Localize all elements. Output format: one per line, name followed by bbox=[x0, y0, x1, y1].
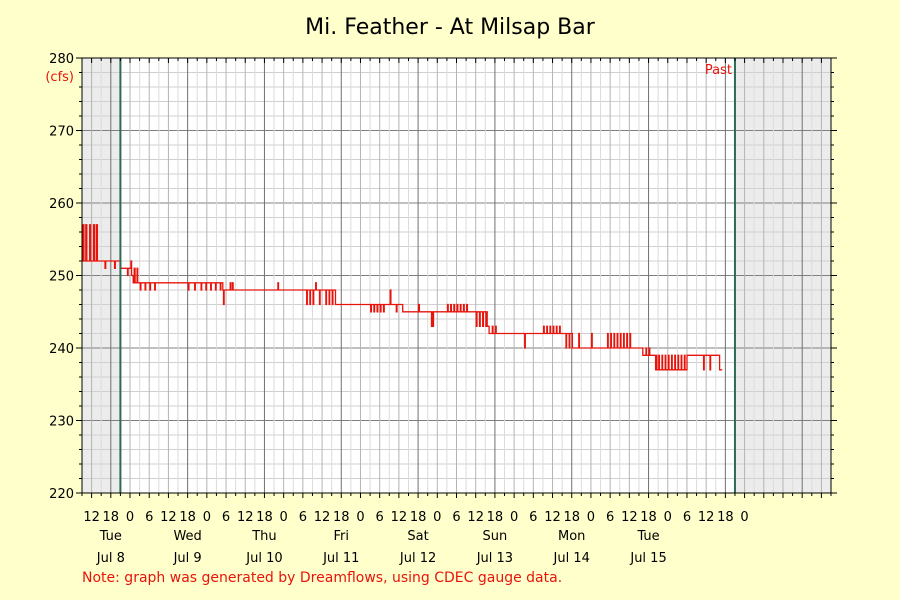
y-tick-label: 270 bbox=[49, 125, 74, 140]
x-tick-label: 6 bbox=[683, 510, 691, 525]
day-date-label: Jul 13 bbox=[476, 551, 513, 566]
x-tick-label: 12 bbox=[237, 510, 254, 525]
x-tick-label: 18 bbox=[640, 510, 657, 525]
x-tick-label: 18 bbox=[410, 510, 427, 525]
day-date-label: Jul 10 bbox=[245, 551, 282, 566]
x-tick-label: 18 bbox=[487, 510, 504, 525]
x-tick-label: 12 bbox=[698, 510, 715, 525]
day-weekday-label: Tue bbox=[99, 529, 122, 544]
x-tick-label: 6 bbox=[299, 510, 307, 525]
x-tick-label: 6 bbox=[606, 510, 614, 525]
y-unit-label: (cfs) bbox=[45, 70, 74, 85]
day-date-label: Jul 14 bbox=[553, 551, 590, 566]
day-weekday-label: Thu bbox=[251, 529, 276, 544]
x-tick-label: 18 bbox=[563, 510, 580, 525]
x-tick-label: 0 bbox=[280, 510, 288, 525]
day-date-label: Jul 8 bbox=[96, 551, 125, 566]
x-tick-label: 6 bbox=[222, 510, 230, 525]
y-tick-label: 240 bbox=[49, 342, 74, 357]
chart-title: Mi. Feather - At Milsap Bar bbox=[305, 15, 596, 40]
day-date-label: Jul 15 bbox=[629, 551, 666, 566]
x-tick-label: 12 bbox=[467, 510, 484, 525]
y-tick-label: 250 bbox=[49, 270, 74, 285]
x-tick-label: 6 bbox=[529, 510, 537, 525]
x-tick-label: 12 bbox=[621, 510, 638, 525]
day-weekday-label: Mon bbox=[558, 529, 585, 544]
flow-series-line bbox=[82, 224, 723, 371]
day-weekday-label: Sun bbox=[483, 529, 508, 544]
x-tick-label: 0 bbox=[433, 510, 441, 525]
x-tick-label: 0 bbox=[587, 510, 595, 525]
day-date-label: Jul 11 bbox=[322, 551, 359, 566]
y-tick-label: 260 bbox=[49, 197, 74, 212]
x-tick-label: 0 bbox=[203, 510, 211, 525]
x-tick-label: 6 bbox=[376, 510, 384, 525]
x-tick-label: 12 bbox=[314, 510, 331, 525]
x-tick-label: 6 bbox=[452, 510, 460, 525]
x-tick-label: 12 bbox=[83, 510, 100, 525]
y-tick-label: 230 bbox=[49, 415, 74, 430]
x-tick-label: 12 bbox=[391, 510, 408, 525]
x-tick-label: 12 bbox=[544, 510, 561, 525]
x-tick-label: 18 bbox=[256, 510, 273, 525]
day-date-label: Jul 9 bbox=[173, 551, 202, 566]
day-weekday-label: Sat bbox=[407, 529, 428, 544]
x-tick-label: 0 bbox=[664, 510, 672, 525]
x-tick-label: 18 bbox=[717, 510, 734, 525]
day-weekday-label: Fri bbox=[334, 529, 350, 544]
x-tick-label: 12 bbox=[160, 510, 177, 525]
x-tick-label: 0 bbox=[740, 510, 748, 525]
footnote: Note: graph was generated by Dreamflows,… bbox=[82, 570, 563, 586]
x-tick-label: 0 bbox=[126, 510, 134, 525]
x-tick-label: 18 bbox=[103, 510, 120, 525]
x-tick-label: 18 bbox=[333, 510, 350, 525]
day-weekday-label: Tue bbox=[636, 529, 659, 544]
day-weekday-label: Wed bbox=[173, 529, 201, 544]
x-tick-label: 0 bbox=[510, 510, 518, 525]
y-tick-label: 220 bbox=[49, 487, 74, 502]
x-tick-label: 18 bbox=[179, 510, 196, 525]
x-tick-label: 0 bbox=[356, 510, 364, 525]
x-tick-label: 6 bbox=[145, 510, 153, 525]
past-label: Past bbox=[705, 63, 732, 78]
day-date-label: Jul 12 bbox=[399, 551, 436, 566]
y-tick-label: 280 bbox=[49, 52, 74, 67]
